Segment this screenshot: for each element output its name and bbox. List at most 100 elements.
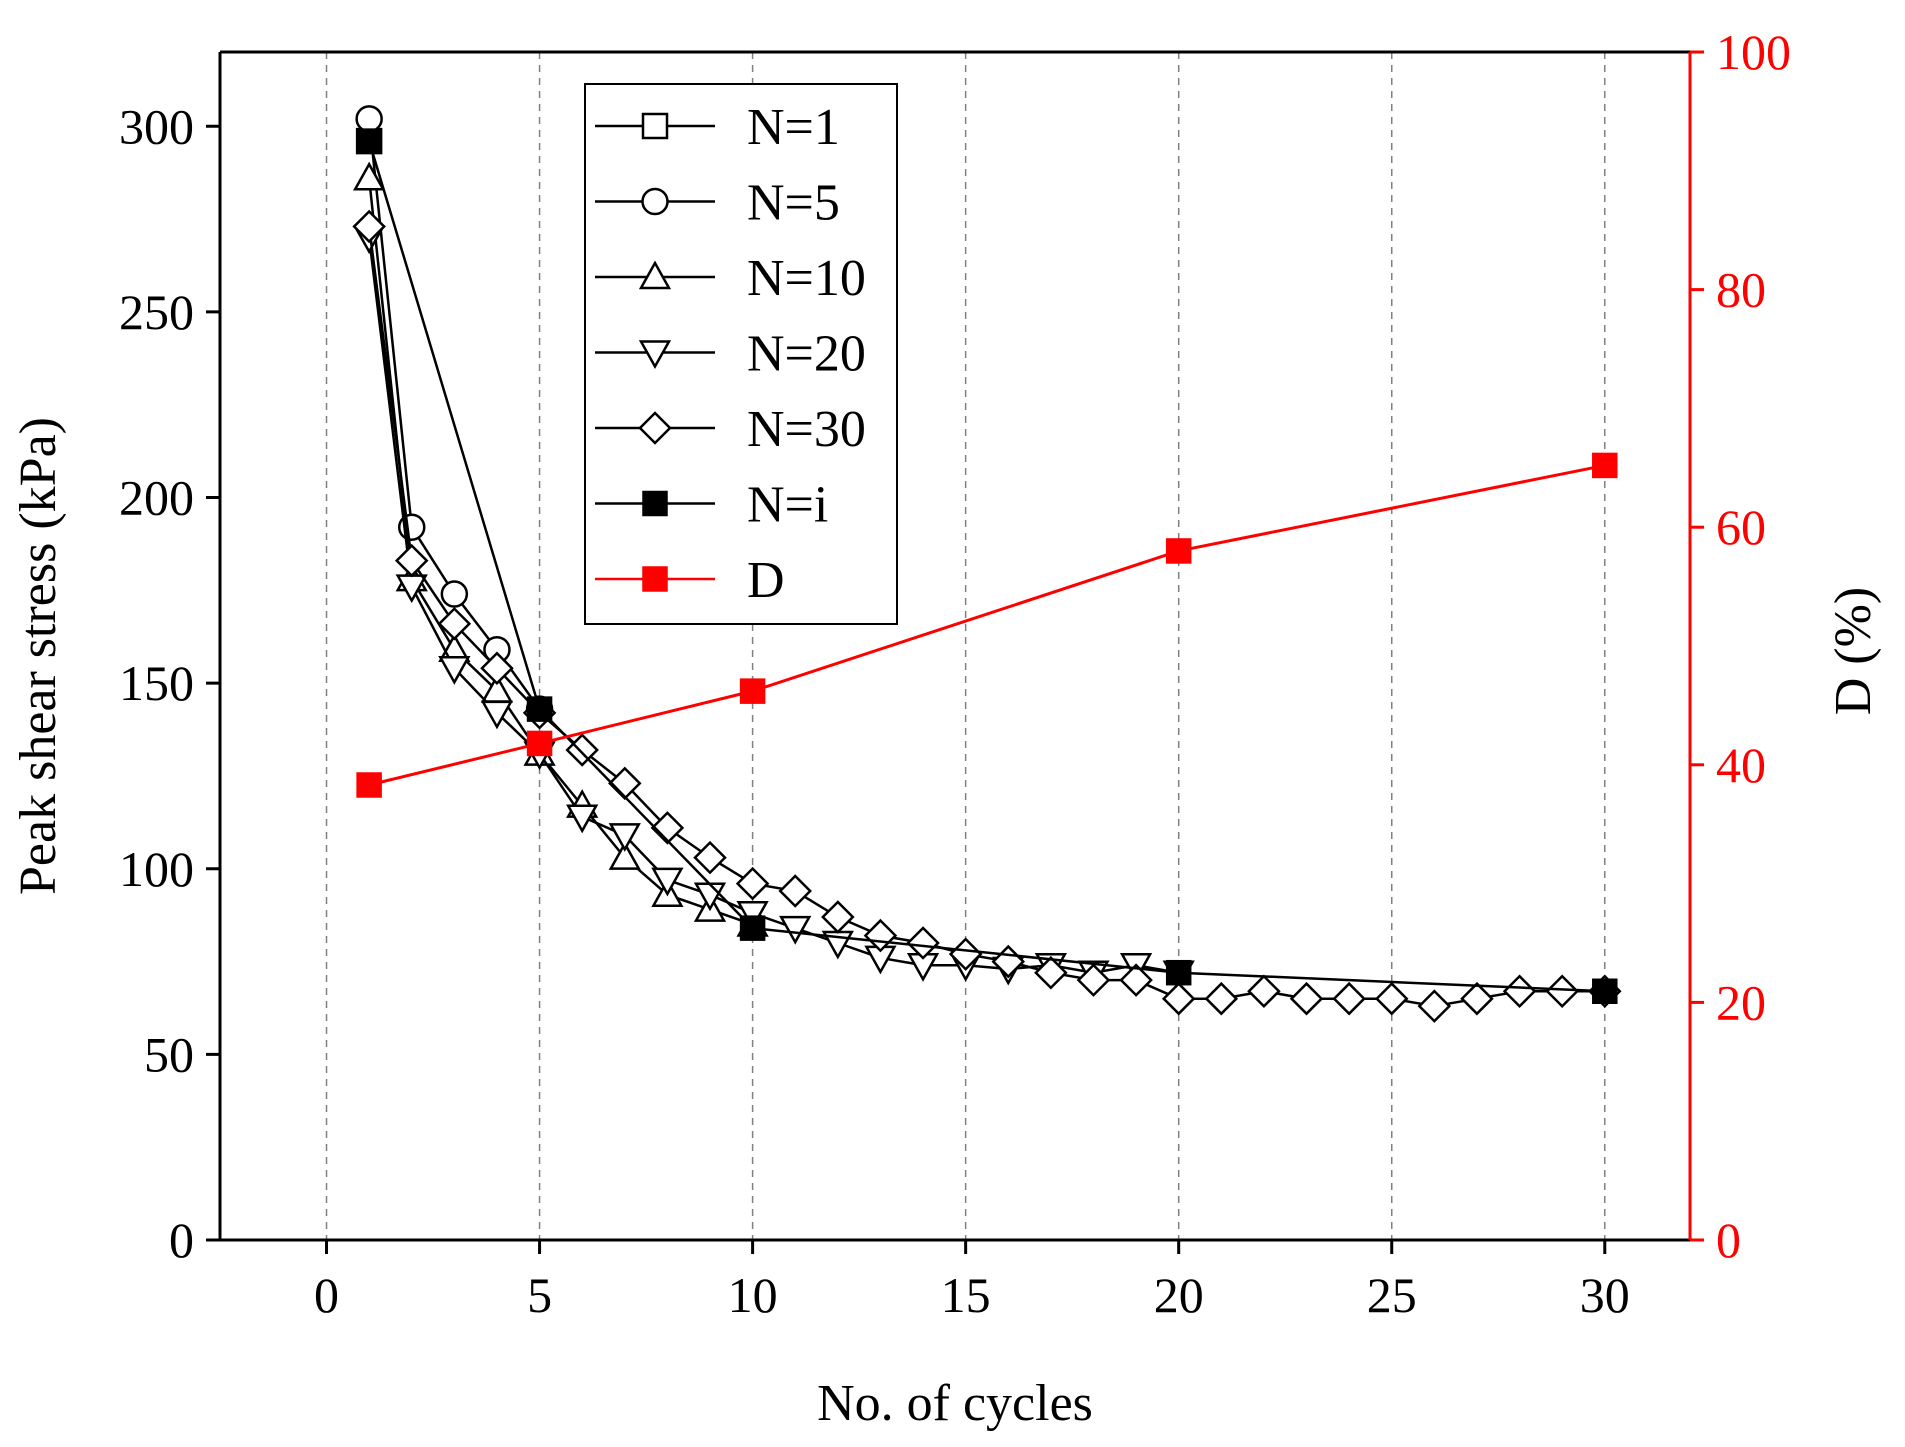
data-point [480,651,514,686]
series-d [356,452,1618,798]
x-tick-label: 20 [1154,1267,1204,1323]
y2-tick-label: 0 [1716,1212,1741,1268]
data-point [526,730,553,757]
data-point [480,700,514,730]
data-point [1204,981,1239,1016]
x-tick-label: 0 [314,1267,339,1323]
data-point [356,772,382,798]
y2-tick-label: 80 [1716,262,1766,318]
x-axis-label: No. of cycles [817,1375,1093,1432]
data-point [356,128,382,154]
legend-label: N=5 [747,175,840,232]
data-point [1502,974,1537,1009]
legend-item: N=30 [595,401,866,458]
data-point [526,696,553,722]
data-point [437,606,472,641]
data-point [1076,963,1111,997]
legend-marker [638,260,672,290]
y-tick-label: 150 [119,655,194,711]
legend-marker [641,187,669,216]
data-point [1332,981,1366,1016]
data-point [565,733,599,767]
legend-label: N=30 [747,401,866,458]
legend-marker [642,566,668,592]
legend-item: N=10 [595,250,866,307]
data-point [1247,974,1281,1009]
data-point [736,901,769,930]
series-line [368,463,1606,787]
x-tick-label: 5 [527,1267,552,1323]
legend-label: N=20 [747,326,866,383]
legend-label: N=i [747,477,828,534]
data-point [1417,989,1452,1023]
legend-marker [641,112,669,140]
x-tick-label: 30 [1580,1267,1630,1323]
y2-tick-label: 20 [1716,974,1766,1030]
y-tick-label: 100 [119,841,194,897]
y-tick-label: 300 [119,98,194,154]
data-point [693,840,727,875]
data-point [352,209,386,244]
data-point [1460,981,1494,1016]
series-layer [352,105,1622,1023]
y2-tick-label: 100 [1716,24,1791,80]
data-point [352,161,386,191]
data-point [394,543,429,578]
data-point [608,823,641,852]
y-axis-label: Peak shear stress (kPa) [10,417,67,895]
data-point [1289,981,1324,1016]
data-point [735,866,770,901]
data-point [1034,955,1068,990]
x-tick-label: 10 [728,1267,778,1323]
series-line [367,178,754,926]
x-tick-label: 15 [941,1267,991,1323]
data-point [1374,981,1409,1016]
y2-tick-label: 40 [1716,737,1766,793]
legend-item: N=20 [595,326,866,383]
legend: N=1 N=5 N=10 N=20 N=30 N=i D [584,83,898,625]
data-point [651,867,684,897]
data-point [355,105,383,133]
data-point [779,915,812,945]
legend-label: N=1 [747,99,840,156]
series-line [367,140,1605,993]
y-tick-label: 250 [119,284,194,340]
data-point [821,900,855,934]
legend-item: N=i [595,477,828,534]
series-n-30 [352,209,1622,1023]
legend-label: N=10 [747,250,866,307]
data-point [608,841,641,870]
legend-item: N=5 [595,175,840,232]
data-point [1545,974,1579,1009]
axes [218,50,1692,1242]
legend-item: N=1 [595,99,840,156]
series-line [367,226,1605,1008]
data-point [440,580,469,608]
x-tick-label: 25 [1367,1267,1417,1323]
legend-marker [642,490,668,517]
data-point [566,804,599,834]
ticks: 0 5 10 15 20 25 300501001502002503000204060801… [119,24,1791,1323]
data-point [739,678,766,704]
data-point [650,811,685,845]
legend-marker [638,411,672,445]
legend-label: D [747,552,785,609]
y-tick-label: 50 [144,1026,194,1082]
data-point [991,944,1026,979]
legend-item: D [595,552,785,609]
legend-box [584,83,898,625]
grid-lines [325,52,1606,1240]
y2-axis-label: D (%) [1825,587,1882,716]
data-point [906,926,940,960]
legend-marker [638,340,672,370]
data-point [438,656,471,685]
y-tick-label: 200 [119,470,194,526]
data-point [1165,959,1192,986]
data-point [1161,981,1196,1016]
data-point [778,874,812,908]
y-tick-label: 0 [169,1212,194,1268]
y2-tick-label: 60 [1716,499,1766,555]
data-point [1592,978,1618,1005]
series-n-i [356,128,1618,1005]
